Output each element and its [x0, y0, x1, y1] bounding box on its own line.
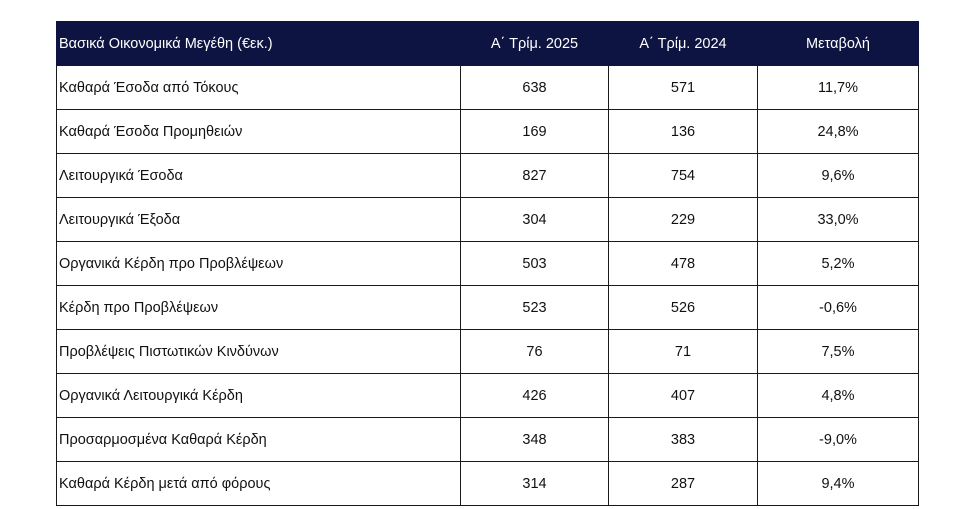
metric-cell: Καθαρά Έσοδα από Τόκους [56, 65, 461, 110]
q1-2024-cell: 526 [608, 285, 758, 330]
q1-2025-cell: 314 [460, 461, 609, 506]
change-cell: 11,7% [757, 65, 919, 110]
table-row: Λειτουργικά Έσοδα 827 754 9,6% [56, 153, 919, 198]
table-row: Προβλέψεις Πιστωτικών Κινδύνων 76 71 7,5… [56, 329, 919, 374]
q1-2024-cell: 229 [608, 197, 758, 242]
financial-figures-table-container: Βασικά Οικονομικά Μεγέθη (€εκ.) Α΄ Τρίμ.… [56, 21, 919, 506]
table-body: Καθαρά Έσοδα από Τόκους 638 571 11,7% Κα… [56, 65, 919, 506]
q1-2024-cell: 478 [608, 241, 758, 286]
metric-cell: Οργανικά Λειτουργικά Κέρδη [56, 373, 461, 418]
q1-2024-cell: 754 [608, 153, 758, 198]
q1-2024-cell: 407 [608, 373, 758, 418]
financial-figures-table: Βασικά Οικονομικά Μεγέθη (€εκ.) Α΄ Τρίμ.… [56, 21, 919, 506]
table-row: Καθαρά Έσοδα από Τόκους 638 571 11,7% [56, 65, 919, 110]
header-q1-2024: Α΄ Τρίμ. 2024 [608, 21, 758, 66]
metric-cell: Λειτουργικά Έσοδα [56, 153, 461, 198]
table-row: Καθαρά Έσοδα Προμηθειών 169 136 24,8% [56, 109, 919, 154]
table-header-row: Βασικά Οικονομικά Μεγέθη (€εκ.) Α΄ Τρίμ.… [56, 21, 919, 66]
change-cell: -0,6% [757, 285, 919, 330]
metric-cell: Προσαρμοσμένα Καθαρά Κέρδη [56, 417, 461, 462]
q1-2025-cell: 503 [460, 241, 609, 286]
table-row: Οργανικά Λειτουργικά Κέρδη 426 407 4,8% [56, 373, 919, 418]
q1-2024-cell: 136 [608, 109, 758, 154]
table-row: Λειτουργικά Έξοδα 304 229 33,0% [56, 197, 919, 242]
change-cell: 9,6% [757, 153, 919, 198]
q1-2025-cell: 523 [460, 285, 609, 330]
change-cell: 24,8% [757, 109, 919, 154]
metric-cell: Καθαρά Έσοδα Προμηθειών [56, 109, 461, 154]
q1-2024-cell: 383 [608, 417, 758, 462]
change-cell: 7,5% [757, 329, 919, 374]
metric-cell: Καθαρά Κέρδη μετά από φόρους [56, 461, 461, 506]
metric-cell: Προβλέψεις Πιστωτικών Κινδύνων [56, 329, 461, 374]
q1-2025-cell: 827 [460, 153, 609, 198]
table-row: Προσαρμοσμένα Καθαρά Κέρδη 348 383 -9,0% [56, 417, 919, 462]
q1-2025-cell: 348 [460, 417, 609, 462]
table-row: Κέρδη προ Προβλέψεων 523 526 -0,6% [56, 285, 919, 330]
q1-2025-cell: 304 [460, 197, 609, 242]
q1-2024-cell: 571 [608, 65, 758, 110]
metric-cell: Κέρδη προ Προβλέψεων [56, 285, 461, 330]
header-metric: Βασικά Οικονομικά Μεγέθη (€εκ.) [56, 21, 461, 66]
q1-2025-cell: 169 [460, 109, 609, 154]
q1-2025-cell: 76 [460, 329, 609, 374]
header-q1-2025: Α΄ Τρίμ. 2025 [460, 21, 609, 66]
change-cell: 5,2% [757, 241, 919, 286]
q1-2024-cell: 287 [608, 461, 758, 506]
metric-cell: Λειτουργικά Έξοδα [56, 197, 461, 242]
header-change: Μεταβολή [757, 21, 919, 66]
metric-cell: Οργανικά Κέρδη προ Προβλέψεων [56, 241, 461, 286]
q1-2025-cell: 638 [460, 65, 609, 110]
change-cell: 4,8% [757, 373, 919, 418]
q1-2025-cell: 426 [460, 373, 609, 418]
change-cell: 33,0% [757, 197, 919, 242]
table-row: Καθαρά Κέρδη μετά από φόρους 314 287 9,4… [56, 461, 919, 506]
change-cell: -9,0% [757, 417, 919, 462]
q1-2024-cell: 71 [608, 329, 758, 374]
table-row: Οργανικά Κέρδη προ Προβλέψεων 503 478 5,… [56, 241, 919, 286]
change-cell: 9,4% [757, 461, 919, 506]
